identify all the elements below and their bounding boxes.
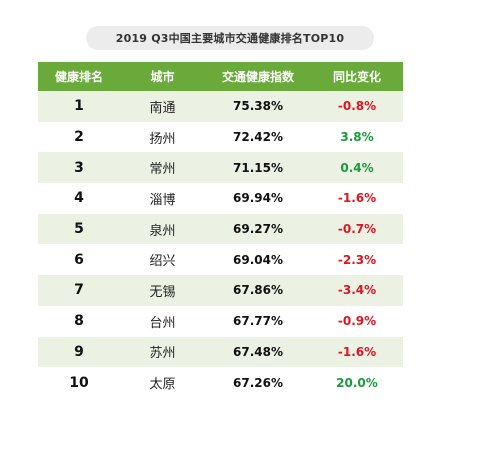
index-cell: 69.27% (233, 222, 283, 237)
table-row: 10 太原 67.26% 20.0% (38, 367, 403, 398)
change-cell: -0.8% (337, 99, 377, 114)
city-cell: 南通 (149, 100, 176, 116)
rank-cell: 10 (69, 374, 89, 391)
rank-cell: 1 (74, 98, 84, 115)
change-cell: -0.9% (337, 314, 377, 329)
table-row: 2 扬州 72.42% 3.8% (38, 121, 403, 153)
change-cell: 20.0% (336, 375, 378, 390)
table-row: 1 南通 75.38% -0.8% (38, 91, 403, 122)
table-title: 2019 Q3中国主要城市交通健康排名TOP10 (86, 26, 374, 50)
table-row: 6 绍兴 69.04% -2.3% (38, 244, 403, 276)
table-row: 5 泉州 69.27% -0.7% (38, 213, 403, 245)
index-cell: 67.86% (233, 283, 283, 298)
city-cell: 常州 (149, 162, 176, 178)
change-cell: -3.4% (337, 283, 377, 298)
change-cell: -1.6% (337, 191, 377, 206)
city-cell: 扬州 (149, 131, 176, 147)
table-body: 1 南通 75.38% -0.8% 2 扬州 72.42% 3.8% 3 常州 71.15% 0.4%… (38, 91, 403, 398)
rank-cell: 7 (74, 282, 84, 299)
change-cell: -1.6% (337, 344, 377, 359)
index-cell: 72.42% (233, 130, 283, 145)
index-cell: 69.94% (233, 191, 283, 206)
index-cell: 69.04% (233, 252, 283, 267)
table-row: 4 淄博 69.94% -1.6% (38, 183, 403, 214)
header-city: 城市 (150, 70, 175, 84)
rank-cell: 8 (74, 313, 84, 330)
index-cell: 71.15% (233, 160, 283, 175)
rank-cell: 9 (74, 343, 84, 360)
table-header: 健康排名 城市 交通健康指数 同比变化 (38, 62, 403, 91)
change-cell: -0.7% (337, 222, 377, 237)
city-cell: 苏州 (149, 346, 176, 362)
city-cell: 台州 (149, 315, 176, 331)
table-row: 9 苏州 67.48% -1.6% (38, 336, 403, 368)
index-cell: 75.38% (233, 99, 283, 114)
city-cell: 绍兴 (149, 254, 176, 270)
city-cell: 无锡 (149, 284, 176, 300)
table-row: 8 台州 67.77% -0.9% (38, 305, 403, 337)
index-cell: 67.26% (233, 375, 283, 390)
rank-cell: 2 (74, 129, 84, 146)
city-cell: 太原 (149, 377, 176, 393)
city-cell: 淄博 (149, 192, 176, 208)
change-cell: 0.4% (340, 160, 374, 175)
city-cell: 泉州 (149, 223, 176, 239)
header-rank: 健康排名 (54, 70, 103, 84)
header-index: 交通健康指数 (221, 70, 294, 84)
rank-cell: 5 (74, 221, 84, 238)
index-cell: 67.77% (233, 314, 283, 329)
table-row: 3 常州 71.15% 0.4% (38, 152, 403, 184)
table-row: 7 无锡 67.86% -3.4% (38, 275, 403, 306)
ranking-table: 健康排名 城市 交通健康指数 同比变化 1 南通 75.38% -0.8% 2 扬州 72.… (38, 62, 403, 398)
change-cell: -2.3% (337, 252, 377, 267)
change-cell: 3.8% (340, 130, 374, 145)
rank-cell: 6 (74, 251, 84, 268)
rank-cell: 3 (74, 159, 84, 176)
header-change: 同比变化 (332, 70, 381, 84)
rank-cell: 4 (74, 190, 84, 207)
index-cell: 67.48% (233, 344, 283, 359)
